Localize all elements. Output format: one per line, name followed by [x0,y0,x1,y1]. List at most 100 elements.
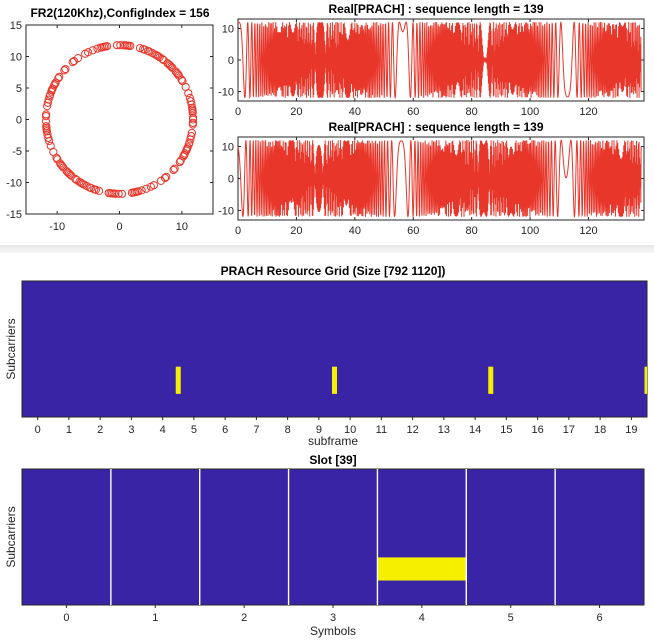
grid-xtick-label: 14 [469,424,481,436]
scatter-plot: FR2(120Khz),ConfigIndex = 156 -10 0 10 15 10… [6,6,214,233]
grid-xtick-label: 19 [625,424,637,436]
scatter-point [44,133,53,142]
scatter-point [43,102,52,111]
grid-xtick-label: 12 [407,424,419,436]
real2-title: Real[PRACH] : sequence length = 139 [328,120,543,134]
resource-grid-plot: PRACH Resource Grid (Size [792 1120]) 0 1… [4,264,648,448]
xtick-label: 60 [407,225,419,237]
grid-active-marks [175,366,647,394]
grid-xtick-label: 15 [500,424,512,436]
scatter-ytick-label: -5 [12,146,22,158]
xtick-label: 120 [579,225,597,237]
xtick-label: 0 [235,225,241,237]
scatter-point [78,179,87,188]
scatter-point [170,164,179,173]
xtick-label: 120 [579,106,597,118]
ytick-label: 10 [222,142,234,154]
scatter-axes-box [25,24,214,215]
scatter-point [41,112,51,121]
grid-xtick-label: 8 [285,424,291,436]
grid-xtick-label: 3 [128,424,134,436]
scatter-point [149,181,158,190]
grid-xlabel: subframe [308,434,358,448]
ytick-label: 0 [228,55,234,67]
xtick-label: 80 [466,106,478,118]
scatter-title: FR2(120Khz),ConfigIndex = 156 [30,6,209,20]
grid-title: PRACH Resource Grid (Size [792 1120]) [221,264,446,278]
scatter-xtick-label: 0 [116,221,122,233]
slot-heatmap-background [21,468,645,606]
scatter-point [177,75,186,84]
scatter-point [169,165,178,175]
scatter-point [52,153,61,162]
grid-xtick-label: 11 [376,424,387,436]
xtick-label: 20 [290,225,302,237]
scatter-point [68,58,77,67]
scatter-point [162,172,171,181]
grid-heatmap-background [21,280,648,418]
scatter-point [176,156,185,165]
real-plot-1: Real[PRACH] : sequence length = 139 0 20 4… [218,2,645,118]
scatter-point [43,130,52,139]
scatter-xtick-label: -10 [49,221,65,233]
scatter-point [185,93,195,103]
scatter-point [93,44,102,53]
slot-xtick-label: 0 [63,612,69,624]
scatter-point [96,43,105,52]
scatter-point [142,184,151,193]
scatter-ytick-label: -10 [6,178,22,190]
scatter-point [116,41,125,50]
slot-plot: Slot [39] 0 1 2 3 4 5 6 Symbols Subcarriers [4,453,645,638]
slot-xtick-label: 3 [330,612,336,624]
scatter-point [186,135,195,144]
scatter-point [126,41,135,51]
scatter-point [69,56,79,66]
slot-xtick-label: 4 [419,612,425,624]
scatter-point [59,163,68,172]
xtick-label: 60 [407,106,419,118]
scatter-points [41,41,198,198]
scatter-point [60,66,69,75]
grid-active-block [488,366,494,394]
grid-xtick-label: 2 [97,424,103,436]
grid-xtick-label: 17 [563,424,575,436]
xtick-label: 100 [521,225,539,237]
grid-active-block [175,366,181,394]
scatter-point [84,48,93,57]
grid-xtick-label: 7 [253,424,259,436]
slot-xlabel: Symbols [310,624,356,638]
scatter-point [58,162,67,171]
scatter-point [88,46,97,55]
scatter-point [175,158,184,167]
scatter-point [172,68,181,77]
grid-xtick-label: 18 [594,424,606,436]
ytick-label: -10 [218,87,234,99]
scatter-point [55,72,64,81]
real1-series-line [238,21,642,100]
grid-xtick-label: 0 [35,424,41,436]
grid-active-block [332,366,337,394]
scatter-point [167,62,176,71]
xtick-label: 0 [235,106,241,118]
scatter-point [187,132,196,141]
slot-xtick-label: 6 [597,612,603,624]
scatter-point [158,54,167,64]
xtick-label: 80 [466,225,478,237]
scatter-ytick-label: 10 [10,52,22,64]
scatter-point [145,47,154,56]
ytick-label: 10 [222,23,234,35]
real-plot-2: Real[PRACH] : sequence length = 139 0 20 4… [218,120,645,237]
ytick-label: 0 [228,174,234,186]
grid-xtick-label: 5 [191,424,197,436]
scatter-point [155,53,164,62]
scatter-point [188,103,197,112]
scatter-point [159,55,168,65]
slot-xtick-label: 2 [241,612,247,624]
scatter-point [42,122,51,131]
slot-ticks: 0 1 2 3 4 5 6 [63,605,603,624]
scatter-ytick-label: 15 [10,20,22,32]
ytick-label: -10 [218,205,234,217]
scatter-point [91,185,100,194]
scatter-point [67,171,76,180]
